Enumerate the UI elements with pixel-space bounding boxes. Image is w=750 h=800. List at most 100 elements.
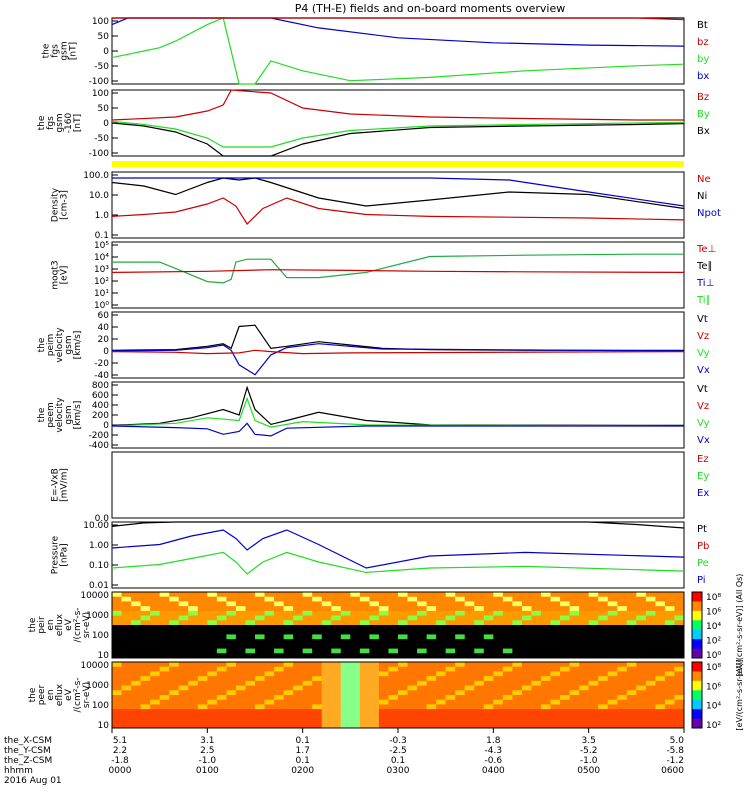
spectrogram-cell: [350, 601, 361, 607]
spectrogram-cell: [121, 723, 132, 729]
spectrogram-cell: [626, 666, 637, 672]
spectrogram-cell: [407, 690, 418, 696]
spectrogram-cell: [417, 666, 428, 672]
spectrogram-cell: [645, 704, 656, 710]
spectrogram-cell: [664, 610, 675, 617]
x-tick-label: 1.7: [296, 746, 310, 756]
spectrogram-cell: [207, 695, 218, 701]
spectrogram-cell: [617, 713, 628, 720]
spectrogram-cell: [521, 629, 532, 635]
series-Bx-line: [111, 122, 685, 157]
spectrogram-cell: [188, 634, 199, 640]
spectrogram-cell: [150, 704, 161, 710]
spectrogram-cell: [302, 685, 313, 691]
spectrogram-cell: [521, 709, 532, 715]
spectrogram-cell: [207, 634, 218, 640]
spectrogram-cell: [216, 629, 227, 635]
spectrogram-cell: [274, 615, 285, 621]
spectrogram-cell: [121, 596, 132, 602]
panel-peim-velocity: thepeimvelocitygsm[km/s]6040200-20-40VtV…: [37, 311, 710, 381]
spectrogram-cell: [521, 592, 532, 598]
spectrogram-cell: [579, 610, 590, 617]
spectrogram-cell: [188, 709, 199, 715]
spectrogram-cell: [245, 620, 256, 626]
spectrogram-cell: [598, 620, 609, 626]
spectrogram-cell: [264, 680, 275, 687]
spectrogram-cell: [331, 699, 342, 705]
spectrogram-cell: [274, 662, 285, 668]
spectrogram-cell: [417, 723, 428, 729]
spectrogram-cell: [531, 662, 542, 668]
y-axis-label-line: fgs: [51, 44, 61, 58]
spectrogram-cell: [645, 695, 656, 701]
spectrogram-cell: [340, 615, 351, 621]
spectrogram-cell: [474, 713, 485, 720]
legend-entry: Ex: [697, 488, 709, 499]
spectrogram-cell: [293, 671, 304, 677]
spectrogram-cell: [274, 671, 285, 677]
spectrogram-cell: [674, 671, 685, 677]
spectrogram-cell: [312, 718, 323, 724]
spectrogram-cell: [121, 662, 132, 668]
spectrogram-cell: [312, 643, 323, 650]
panel-frame: [111, 241, 685, 309]
spectrogram-cell: [235, 666, 246, 672]
spectrogram-cell: [216, 625, 227, 631]
spectrogram-cell: [569, 709, 580, 715]
spectrogram-cell: [388, 601, 399, 607]
spectrogram-cell: [350, 680, 361, 687]
spectrogram-cell: [112, 610, 123, 617]
spectrogram-cell: [655, 671, 666, 677]
spectrogram-cell: [445, 639, 456, 645]
spectrogram-cell: [378, 676, 389, 682]
spectrogram-cell: [636, 596, 647, 602]
spectrogram-cell: [378, 615, 389, 621]
colorbar-segment: [692, 629, 702, 640]
spectrogram-cell: [112, 606, 123, 612]
spectrogram-cell: [264, 723, 275, 729]
spectrogram-cell: [645, 634, 656, 640]
spectrogram-cell: [569, 676, 580, 682]
spectrogram-cell: [436, 653, 447, 659]
spectrogram-cell: [502, 634, 513, 640]
spectrogram-cell: [283, 592, 294, 598]
spectrogram-cell: [283, 620, 294, 626]
spectrogram-cell: [569, 596, 580, 602]
spectrogram-cell: [378, 601, 389, 607]
spectrogram-cell: [617, 690, 628, 696]
spectrogram-cell: [398, 629, 409, 635]
spectrogram-cell: [188, 666, 199, 672]
spectrogram-cell: [436, 695, 447, 701]
spectrogram-cell: [121, 690, 132, 696]
spectrogram-cell: [483, 704, 494, 710]
spectrogram-cell: [512, 643, 523, 650]
spectrogram-cell: [464, 601, 475, 607]
spectrogram-cell: [255, 709, 266, 715]
spectrogram-cell: [312, 629, 323, 635]
y-axis-label-line: the: [28, 687, 38, 702]
spectrogram-cell: [426, 709, 437, 715]
spectrogram-cell: [216, 643, 227, 650]
spectrogram-cell: [216, 699, 227, 705]
spectrogram-cell: [140, 601, 151, 607]
spectrogram-cell: [302, 653, 313, 659]
spectrogram-cell: [340, 723, 351, 729]
spectrogram-cell: [445, 699, 456, 705]
spectrogram-cell: [359, 680, 370, 687]
spectrogram-cell: [312, 648, 323, 654]
spectrogram-cell: [264, 662, 275, 668]
spectrogram-cell: [369, 653, 380, 659]
spectrogram-cell: [464, 676, 475, 682]
colorbar-frame: [691, 591, 703, 659]
spectrogram-cell: [207, 666, 218, 672]
spectrogram-cell: [369, 643, 380, 650]
colorbar-segment: [692, 709, 702, 720]
spectrogram-cell: [541, 690, 552, 696]
spectrogram-cell: [264, 704, 275, 710]
spectrogram-cell: [655, 690, 666, 696]
spectrogram-cell: [617, 653, 628, 659]
spectrogram-cell: [150, 596, 161, 602]
spectrogram-cell: [645, 648, 656, 654]
spectrogram-cell: [178, 639, 189, 645]
spectrogram-cell: [274, 639, 285, 645]
